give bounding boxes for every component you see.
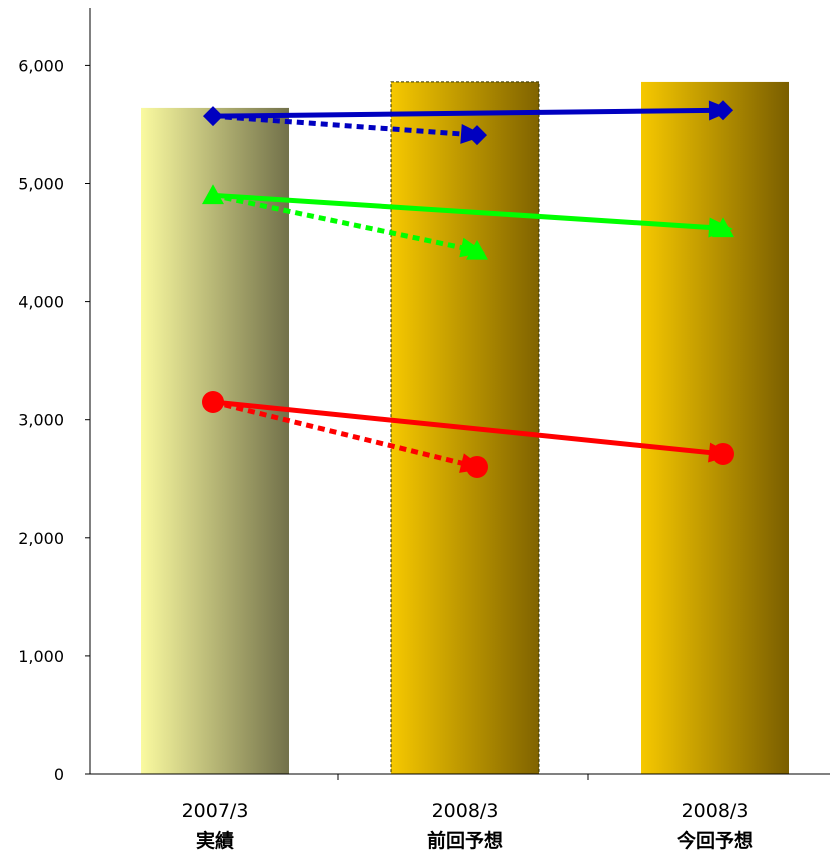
bar-2 bbox=[641, 81, 789, 774]
category-label-0-line2: 実績 bbox=[196, 829, 234, 852]
series-2-point-2 bbox=[712, 442, 734, 465]
category-label-0-line1: 2007/3 bbox=[182, 800, 249, 822]
y-tick-label-3: 3,000 bbox=[18, 411, 64, 430]
category-label-2-line1: 2008/3 bbox=[682, 800, 749, 822]
category-label-1-line2: 前回予想 bbox=[427, 829, 503, 852]
y-tick-label-6: 6,000 bbox=[18, 56, 64, 75]
series-1-point-0 bbox=[202, 184, 224, 205]
series-0-point-0 bbox=[203, 106, 223, 127]
series-group bbox=[202, 100, 734, 478]
axes-group: 0 1,000 2,000 3,000 4,000 5,000 6,000 2007/3 実績 2… bbox=[18, 8, 830, 852]
category-label-2-line2: 今回予想 bbox=[676, 829, 753, 852]
series-0-point-2 bbox=[713, 100, 733, 121]
y-tick-label-2: 2,000 bbox=[18, 529, 64, 548]
series-2-point-1 bbox=[466, 455, 488, 478]
bar-0 bbox=[141, 107, 289, 774]
series-2-point-0 bbox=[202, 390, 224, 413]
series-1-solid-line bbox=[212, 192, 724, 231]
y-tick-label-1: 1,000 bbox=[18, 647, 64, 666]
series-2-solid-line bbox=[212, 399, 724, 457]
category-label-1-line1: 2008/3 bbox=[432, 800, 499, 822]
y-tick-label-0: 0 bbox=[54, 765, 64, 784]
series-1-point-1 bbox=[466, 239, 488, 260]
series-0-point-1 bbox=[467, 125, 487, 146]
series-0-solid-line bbox=[212, 107, 724, 119]
series-1-dotted-line bbox=[212, 192, 478, 254]
y-tick-label-5: 5,000 bbox=[18, 175, 64, 194]
series-2-dotted-line bbox=[212, 399, 478, 470]
series-0-dotted-line bbox=[212, 113, 478, 138]
series-1-point-2 bbox=[712, 217, 734, 238]
y-tick-label-4: 4,000 bbox=[18, 293, 64, 312]
